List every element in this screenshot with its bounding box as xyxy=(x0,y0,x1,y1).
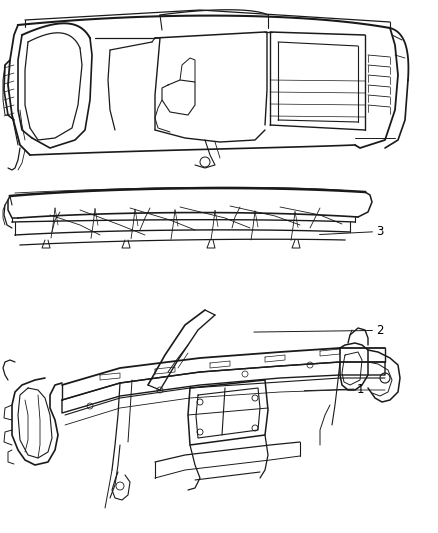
Text: 2: 2 xyxy=(376,324,383,337)
Text: 1: 1 xyxy=(357,383,364,395)
Text: 3: 3 xyxy=(376,225,383,238)
